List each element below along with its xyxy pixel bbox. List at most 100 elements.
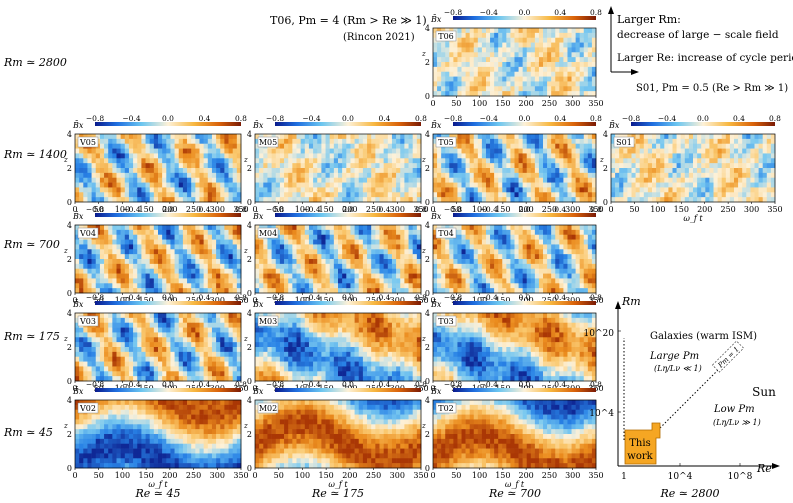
heatmap-cell (333, 229, 339, 236)
heatmap-cell (396, 148, 401, 154)
heatmap-cell (275, 172, 281, 179)
heatmap-cell (383, 143, 389, 149)
heatmap-cell (329, 254, 335, 260)
heatmap-cell (766, 168, 772, 174)
heatmap-cell (498, 197, 503, 203)
heatmap-cell (329, 225, 335, 231)
y-tick-label: 2 (67, 255, 72, 264)
colorbar-tick: 0.0 (342, 205, 354, 214)
heatmap-cell (688, 168, 694, 174)
heatmap-cell (534, 259, 540, 265)
heatmap-cell (473, 168, 479, 174)
heatmap-cell (271, 259, 277, 265)
heatmap-cell (631, 177, 636, 183)
heatmap-cell (433, 283, 438, 289)
heatmap-cell (358, 148, 364, 154)
heatmap-cell (404, 163, 409, 169)
heatmap-cell (379, 244, 384, 250)
heatmap-cell (199, 259, 204, 265)
heatmap-cell (680, 138, 686, 145)
heatmap-cell (437, 163, 442, 169)
heatmap-cell (676, 177, 681, 183)
heatmap-cell (396, 192, 401, 198)
heatmap-cell (583, 134, 589, 140)
heatmap-cell (473, 37, 479, 43)
heatmap-cell (333, 172, 339, 179)
heatmap-cell (308, 239, 314, 245)
heatmap-cell (137, 177, 142, 183)
heatmap-cell (518, 62, 523, 68)
heatmap-cell (688, 134, 694, 140)
heatmap-cell (563, 244, 568, 250)
heatmap-cell (338, 172, 343, 179)
heatmap-cell (693, 153, 698, 159)
heatmap-cell (437, 273, 442, 279)
heatmap-cell (416, 259, 422, 265)
heatmap-cell (375, 187, 380, 193)
heatmap-cell (538, 81, 544, 87)
heatmap-cell (120, 263, 126, 270)
heatmap-cell (591, 81, 597, 87)
heatmap-cell (412, 177, 418, 183)
heatmap-cell (387, 168, 393, 174)
heatmap-cell (758, 148, 763, 154)
heatmap-cell (676, 143, 681, 149)
heatmap-cell (510, 288, 515, 294)
heatmap-cell (371, 134, 376, 140)
heatmap-cell (498, 28, 503, 34)
heatmap-cell (116, 197, 121, 203)
heatmap-cell (676, 138, 681, 145)
heatmap-cell (469, 182, 475, 188)
heatmap-cell (216, 197, 221, 203)
heatmap-cell (449, 76, 454, 82)
heatmap-cell (371, 182, 376, 188)
heatmap-cell (551, 192, 556, 198)
heatmap-cell (91, 254, 97, 260)
heatmap-cell (441, 273, 446, 279)
heatmap-cell (543, 229, 548, 236)
heatmap-cell (762, 192, 768, 198)
heatmap-cell (137, 268, 142, 274)
heatmap-cell (220, 283, 225, 289)
heatmap-cell (734, 143, 739, 149)
heatmap-cell (224, 273, 229, 279)
heatmap-cell (465, 76, 470, 82)
heatmap-cell (534, 47, 540, 53)
x-tick-label: 50 (451, 99, 461, 108)
heatmap-cell (333, 138, 339, 145)
heatmap-cell (79, 239, 84, 245)
heatmap-cell (469, 273, 475, 279)
heatmap-cell (522, 37, 528, 43)
heatmap-cell (449, 42, 454, 48)
heatmap-cell (99, 273, 105, 279)
heatmap-cell (583, 278, 589, 284)
heatmap-cell (99, 153, 105, 159)
heatmap-cell (571, 283, 576, 289)
heatmap-cell (83, 177, 88, 183)
heatmap-cell (563, 229, 568, 236)
heatmap-cell (263, 163, 268, 169)
heatmap-cell (83, 148, 88, 154)
heatmap-cell (333, 134, 339, 140)
heatmap-cell (133, 143, 138, 149)
heatmap-cell (87, 361, 92, 367)
heatmap-cell (522, 234, 528, 240)
heatmap-cell (354, 268, 360, 274)
heatmap-cell (207, 254, 213, 260)
heatmap-cell (350, 168, 355, 174)
heatmap-cell (371, 148, 376, 154)
heatmap-cell (91, 187, 97, 193)
heatmap-cell (116, 182, 121, 188)
panel-id-box (257, 136, 279, 148)
heatmap-cell (104, 268, 109, 274)
heatmap-cell (329, 187, 335, 193)
heatmap-cell (99, 317, 105, 324)
heatmap-cell (404, 244, 409, 250)
heatmap-cell (547, 134, 552, 140)
heatmap-cell (738, 143, 743, 149)
heatmap-cell (494, 86, 499, 92)
heatmap-cell (362, 263, 368, 270)
heatmap-cell (133, 268, 138, 274)
heatmap-cell (288, 182, 293, 188)
heatmap-cell (166, 259, 171, 265)
